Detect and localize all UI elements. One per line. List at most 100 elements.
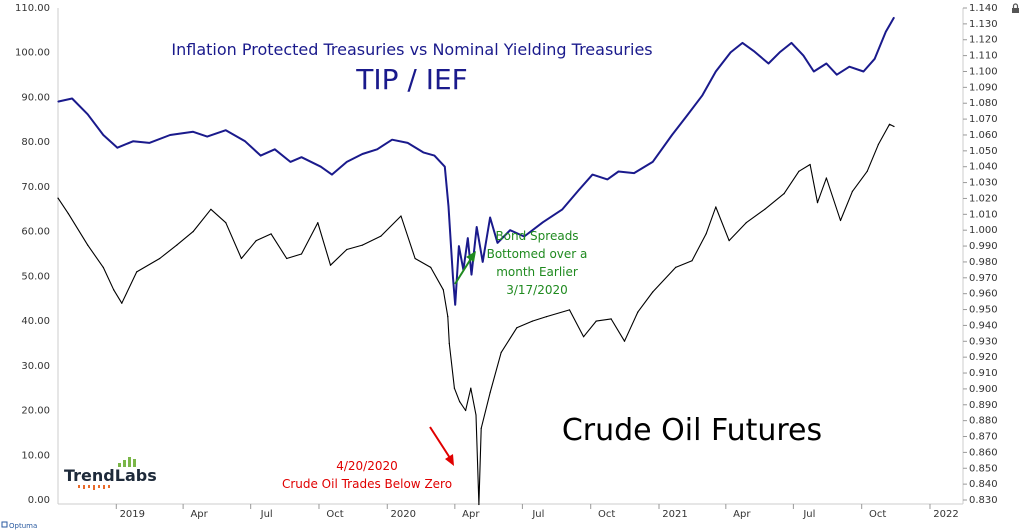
optuma-footer: Optuma	[1, 521, 37, 530]
right-tick-label: 0.970	[969, 273, 998, 284]
crude-oil-point	[489, 392, 491, 394]
left-tick-label: 50.00	[21, 271, 50, 282]
crude-oil-point	[225, 222, 227, 224]
crude-oil-point	[430, 266, 432, 268]
left-tick-label: 90.00	[21, 92, 50, 103]
x-tick-label: Jul	[531, 509, 544, 520]
crude-oil-point	[595, 320, 597, 322]
crude-oil-point	[480, 427, 482, 429]
crude-oil-point	[583, 336, 585, 338]
x-tick-label: Oct	[326, 509, 343, 520]
chart-subtitle: TIP / IEF	[355, 63, 468, 96]
tip-ief-point	[361, 153, 363, 155]
x-tick-label: 2021	[662, 509, 687, 520]
tip-ief-point	[470, 274, 473, 276]
lock-icon[interactable]	[1012, 3, 1019, 13]
crude-oil-point	[500, 351, 502, 353]
tip-ief-point	[591, 174, 594, 176]
crude-oil-point	[159, 257, 161, 260]
right-tick-label: 0.900	[969, 384, 998, 395]
right-tick-label: 1.110	[969, 51, 998, 62]
tip-ief-point	[701, 94, 704, 96]
tip-ief-point	[652, 161, 654, 163]
crude-oil-point	[516, 327, 518, 329]
crude-oil-point	[346, 248, 348, 251]
tip-ief-point	[467, 237, 469, 239]
left-axis-ticks: 0.00 10.00 20.00 30.00 40.00 50.00 60.00 70.00 8…	[15, 3, 50, 506]
crude-oil-point	[317, 222, 319, 224]
tip-ief-point	[482, 261, 484, 263]
crude-oil-point	[240, 257, 242, 260]
right-tick-label: 1.120	[969, 35, 998, 46]
crude-oil-point	[715, 206, 717, 208]
crude-oil-point	[610, 318, 612, 320]
crude-oil-point	[57, 197, 59, 199]
crude-oil-point	[839, 219, 842, 222]
right-tick-label: 0.930	[969, 336, 998, 347]
tip-ief-point	[57, 101, 59, 103]
tip-ief-point	[422, 151, 424, 153]
tip-ief-point	[102, 134, 104, 136]
tip-ief-point	[452, 277, 454, 279]
tip-ief-point	[376, 148, 378, 150]
tip-ief-point	[87, 113, 89, 115]
crude-oil-point	[475, 414, 477, 416]
crude-oil-point	[877, 143, 880, 145]
x-tick-label: Jul	[802, 509, 815, 520]
crude-oil-point	[675, 266, 677, 268]
crude-oil-point	[136, 271, 138, 273]
crude-oil-point	[67, 213, 69, 215]
crude-oil-point	[400, 215, 402, 217]
right-axis-ticks: 0.830 0.840 0.850 0.860 0.870 0.880 0.890 0.900…	[963, 3, 998, 506]
tip-ief-point	[606, 178, 609, 180]
bond-spreads-line-1: Bond Spreads	[495, 229, 578, 243]
left-tick-label: 0.00	[28, 495, 50, 506]
right-tick-label: 0.950	[969, 305, 998, 316]
right-tick-label: 0.980	[969, 257, 998, 268]
tip-ief-series-line	[57, 17, 895, 306]
tip-ief-point	[300, 156, 303, 158]
right-tick-label: 0.860	[969, 447, 998, 458]
crude-oil-point	[816, 202, 819, 204]
right-tick-label: 1.060	[969, 130, 998, 141]
left-tick-label: 20.00	[21, 406, 50, 417]
tip-ief-point	[433, 155, 435, 157]
left-tick-label: 80.00	[21, 137, 50, 148]
crude-oil-point	[300, 253, 303, 255]
right-tick-label: 1.020	[969, 193, 998, 204]
crude-oil-point	[414, 257, 416, 260]
crude-oil-point	[176, 244, 178, 246]
crude-oil-point	[121, 302, 123, 304]
right-tick-label: 0.840	[969, 479, 998, 490]
crude-oil-point	[270, 233, 272, 235]
tip-ief-point	[715, 70, 717, 73]
crude-oil-point	[851, 190, 854, 192]
right-tick-label: 1.130	[969, 19, 998, 30]
tip-ief-point	[767, 62, 770, 65]
right-tick-label: 1.070	[969, 114, 998, 125]
tip-ief-point	[454, 304, 456, 306]
tip-ief-point	[730, 51, 732, 54]
right-tick-label: 1.080	[969, 98, 998, 109]
red-arrow-icon	[429, 426, 454, 466]
bond-spreads-line-2: Bottomed over a	[487, 247, 588, 261]
left-tick-label: 10.00	[21, 450, 50, 461]
tip-ief-point	[790, 42, 793, 44]
x-tick-label: 2022	[933, 509, 958, 520]
tip-ief-point	[617, 170, 620, 173]
tip-ief-point	[447, 205, 450, 207]
tip-ief-point	[779, 51, 781, 54]
x-tick-label: Oct	[598, 509, 615, 520]
crude-oil-point	[568, 309, 571, 311]
crude-oil-point	[545, 316, 548, 318]
crude-oil-point	[745, 222, 747, 224]
right-tick-label: 1.050	[969, 146, 998, 157]
right-tick-label: 0.890	[969, 400, 998, 411]
tip-ief-point	[225, 129, 227, 131]
crude-zero-line-1: 4/20/2020	[336, 459, 398, 473]
x-tick-label: Apr	[462, 509, 480, 520]
x-tick-label: Oct	[869, 509, 886, 520]
x-tick-label: Apr	[733, 509, 751, 520]
optuma-brand-text: Optuma	[9, 522, 37, 530]
tip-ief-point	[391, 139, 393, 141]
